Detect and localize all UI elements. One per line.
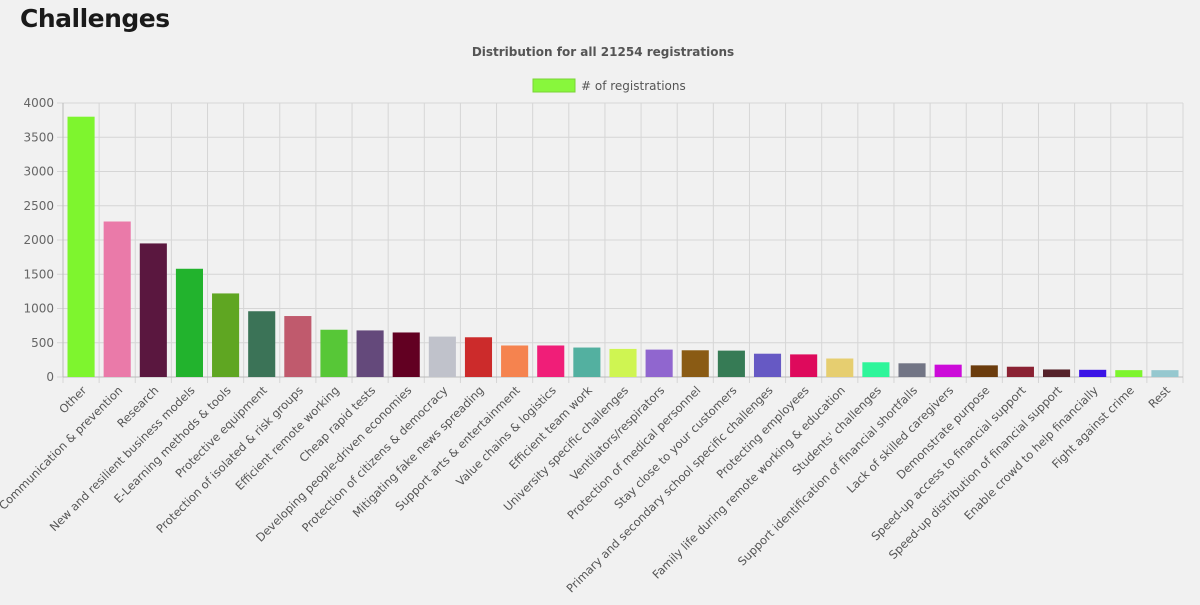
bar[interactable] [501, 345, 529, 377]
bar[interactable] [392, 332, 420, 377]
bar[interactable] [428, 336, 456, 377]
y-tick-label: 3000 [23, 165, 54, 179]
bar[interactable] [320, 329, 348, 377]
bar[interactable] [1079, 369, 1107, 377]
y-tick-label: 1000 [23, 302, 54, 316]
y-tick-label: 0 [46, 370, 54, 384]
y-tick-label: 1500 [23, 267, 54, 281]
bar[interactable] [826, 358, 854, 377]
chart-title: Distribution for all 21254 registrations [472, 45, 734, 59]
bar[interactable] [970, 365, 998, 377]
bar[interactable] [139, 243, 167, 377]
y-tick-label: 4000 [23, 96, 54, 110]
legend-swatch [532, 78, 576, 93]
bar[interactable] [284, 316, 312, 377]
bar[interactable] [790, 354, 818, 377]
bar[interactable] [609, 348, 637, 377]
bar[interactable] [753, 353, 782, 377]
y-tick-label: 2000 [23, 233, 54, 247]
y-tick-label: 2500 [23, 199, 54, 213]
bar[interactable] [1115, 370, 1143, 377]
x-tick-label: Rest [1145, 383, 1173, 411]
bar[interactable] [67, 116, 95, 377]
bar[interactable] [1043, 369, 1071, 377]
bar[interactable] [717, 350, 745, 377]
page-title: Challenges [20, 4, 170, 33]
bar[interactable] [103, 221, 131, 377]
x-tick-label: Mitigating fake news spreading [350, 383, 487, 520]
bar[interactable] [862, 362, 890, 377]
x-tick-label: Other [56, 383, 89, 416]
bar[interactable] [1006, 366, 1034, 377]
bar[interactable] [1151, 370, 1179, 377]
bar[interactable] [248, 311, 276, 377]
bars [67, 116, 1179, 377]
bar[interactable] [681, 350, 709, 377]
x-tick-label: Protection of medical personnel [564, 383, 703, 522]
bar[interactable] [934, 364, 962, 377]
chart-legend[interactable]: # of registrations [532, 78, 686, 93]
bar[interactable] [356, 330, 384, 377]
bar[interactable] [645, 349, 673, 377]
bar[interactable] [212, 293, 240, 377]
bar[interactable] [573, 347, 601, 377]
legend-label: # of registrations [581, 79, 686, 93]
bar[interactable] [537, 345, 565, 377]
x-tick-label: Enable crowd to help financially [961, 383, 1101, 523]
bar[interactable] [464, 337, 493, 377]
bar[interactable] [898, 363, 926, 377]
y-tick-label: 3500 [23, 130, 54, 144]
bar[interactable] [175, 268, 203, 377]
y-tick-label: 500 [31, 336, 54, 350]
